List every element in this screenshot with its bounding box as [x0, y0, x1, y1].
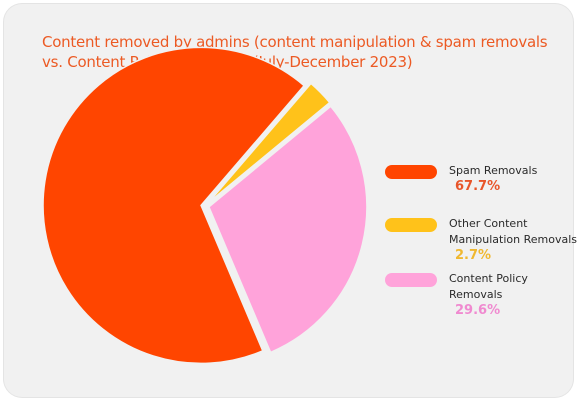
legend-swatch-other-content-manipulation-removals [385, 218, 437, 232]
legend-label-line: Content Policy [449, 272, 528, 285]
legend-label-line: Other Content [449, 217, 528, 230]
legend-label-spam-removals: Spam Removals [449, 163, 578, 179]
legend-label-other-content-manipulation-removals: Other Content Manipulation Removals [449, 216, 578, 248]
legend-label-line: Manipulation Removals [449, 233, 577, 246]
chart-title-line-1: Content removed by admins (content manip… [42, 33, 548, 51]
legend-value-content-policy-removals: 29.6% [455, 303, 501, 318]
legend-value-other-content-manipulation-removals: 2.7% [455, 248, 492, 263]
legend-swatch-spam-removals [385, 165, 437, 179]
pie-slice-content-policy-removals [207, 105, 368, 354]
legend-label-content-policy-removals: Content Policy Removals [449, 271, 578, 303]
legend-value-spam-removals: 67.7% [455, 179, 501, 194]
legend-label-line: Removals [449, 288, 503, 301]
pie-slice-other-content-manipulation-removals [207, 82, 331, 204]
pie-slice-spam-removals [42, 46, 306, 365]
legend-swatch-content-policy-removals [385, 273, 437, 287]
legend-label-line: Spam Removals [449, 164, 538, 177]
